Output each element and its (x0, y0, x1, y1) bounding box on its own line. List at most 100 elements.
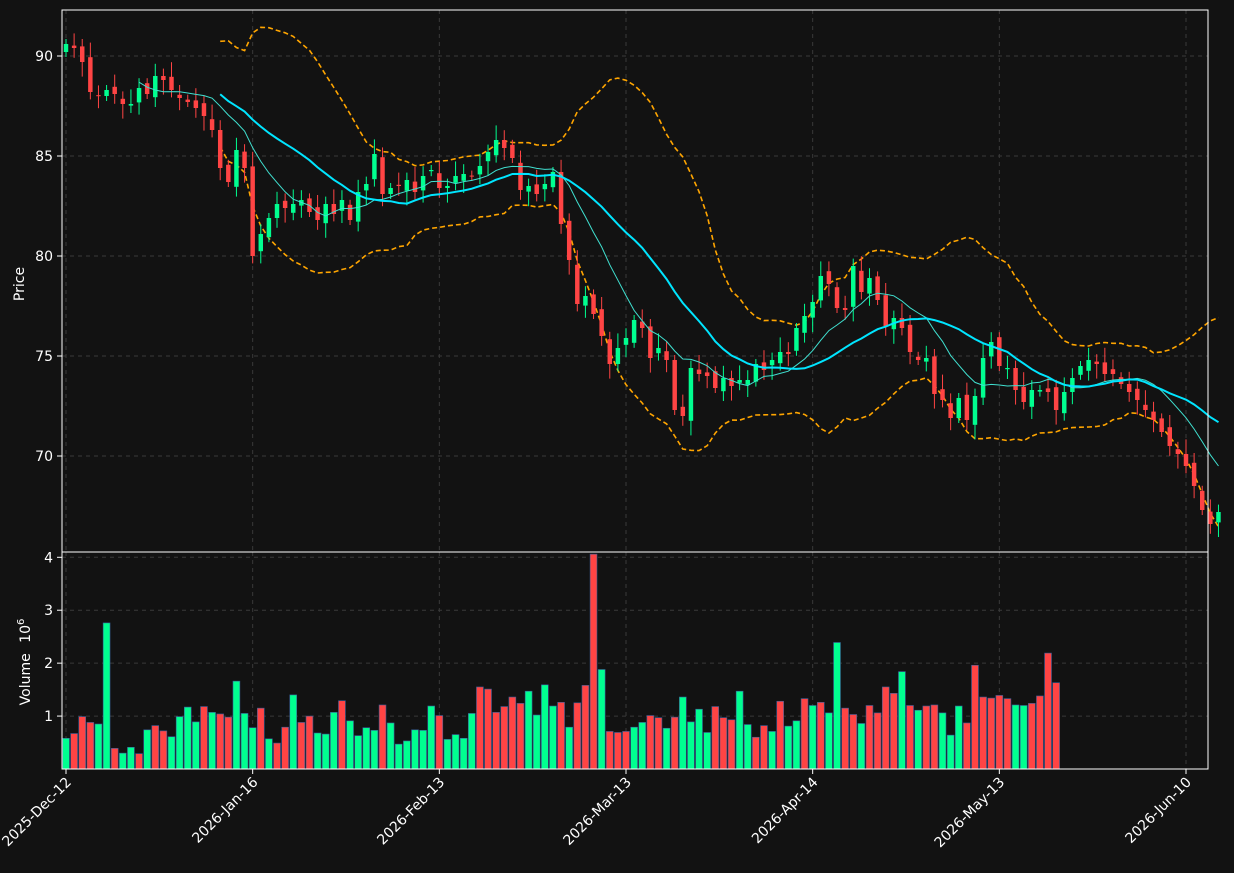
volume-bar (62, 738, 70, 770)
price-y-tick-label: 75 (35, 349, 53, 365)
volume-bar (800, 698, 809, 770)
candle-body (120, 98, 126, 104)
volume-bar (232, 680, 241, 770)
price-y-tick-label: 90 (35, 49, 53, 65)
candle-body (380, 157, 385, 194)
candle-body (469, 175, 475, 177)
candle-body (932, 356, 937, 394)
volume-bar (500, 706, 509, 770)
candle-body (575, 264, 580, 304)
moving-averages (138, 81, 1220, 467)
candle-body (1110, 369, 1116, 374)
candle-body (883, 295, 888, 326)
volume-bar (419, 730, 427, 770)
volume-bar (760, 725, 768, 770)
candle-body (745, 380, 750, 385)
volume-bar (102, 622, 111, 770)
candle-body (607, 339, 612, 364)
candle-body (826, 271, 832, 284)
candle-body (834, 287, 840, 308)
volume-bar (86, 722, 95, 770)
volume-bar (971, 664, 979, 770)
volume-bar (94, 723, 103, 770)
volume-bar (443, 739, 452, 770)
candle-body (144, 83, 150, 94)
volume-bar (484, 688, 492, 770)
candle-body (899, 318, 905, 328)
volume-bar (330, 712, 338, 770)
price-y-tick-label: 85 (35, 149, 53, 165)
candle-body (1167, 427, 1172, 446)
volume-bar (890, 693, 898, 770)
candle-body (704, 372, 710, 376)
volume-bar (459, 738, 468, 770)
candle-body (713, 371, 718, 388)
price-grid (62, 10, 1208, 552)
candle-body (956, 398, 961, 418)
volume-bar (248, 727, 257, 770)
volume-bar (622, 731, 630, 770)
candle-body (672, 360, 677, 410)
bollinger-bands (219, 26, 1220, 528)
volume-bar (167, 736, 176, 770)
volume-bar (1019, 705, 1028, 770)
volume-bar (135, 753, 143, 770)
candle-body (1151, 411, 1156, 420)
candle-body (364, 184, 369, 191)
candle-body (428, 170, 434, 172)
candle-body (1078, 366, 1083, 375)
candle-body (1126, 384, 1132, 392)
volume-bar (979, 696, 987, 770)
volume-bar (662, 727, 671, 770)
volume-bar (849, 714, 857, 770)
candle-body (1135, 388, 1140, 400)
candle-body (980, 358, 986, 398)
candle-body (842, 308, 848, 310)
candle-body (924, 358, 929, 362)
volume-bar (338, 700, 346, 770)
candle-body (112, 86, 117, 94)
candle-body (972, 396, 978, 425)
volume-bar (192, 721, 200, 770)
candle-body (534, 184, 539, 194)
volume-bar (922, 705, 931, 770)
candle-body (193, 100, 199, 108)
volume-bar (1052, 682, 1060, 770)
volume-bar (541, 684, 549, 770)
candle-body (818, 276, 824, 301)
volume-bar (873, 712, 882, 770)
volume-bar (735, 690, 744, 770)
candle-body (964, 394, 970, 420)
candle-body (177, 94, 182, 98)
volume-axis-label-text: Volume (18, 653, 34, 705)
volume-bar (695, 708, 703, 770)
candle-body (266, 218, 272, 238)
volume-bar (476, 686, 484, 770)
price-y-tick-label: 80 (35, 249, 53, 265)
volume-bar (589, 553, 598, 770)
candle-body (997, 337, 1002, 366)
candle-body (623, 338, 629, 345)
candle-body (769, 360, 775, 366)
volume-y-tick-label: 4 (44, 550, 53, 566)
candle-body (185, 99, 190, 102)
candle-body (153, 76, 158, 98)
volume-bar (532, 714, 541, 770)
candle-body (737, 380, 742, 383)
candle-body (1175, 449, 1181, 454)
candle-body (729, 378, 734, 386)
volume-bar (70, 733, 78, 770)
candle-body (1062, 392, 1067, 414)
candle-body (493, 140, 499, 156)
candle-body (851, 266, 856, 307)
volume-bar (995, 695, 1004, 770)
candle-body (80, 46, 85, 62)
candle-body (696, 369, 702, 374)
volume-bar (792, 720, 801, 770)
candle-body (688, 368, 694, 421)
volume-bar (427, 705, 435, 770)
volume-bar (492, 712, 500, 770)
candle-body (226, 164, 231, 182)
candle-body (1070, 378, 1075, 392)
